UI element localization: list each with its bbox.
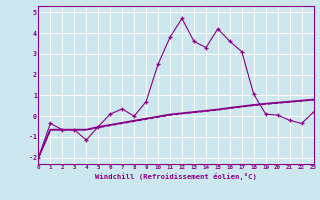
X-axis label: Windchill (Refroidissement éolien,°C): Windchill (Refroidissement éolien,°C)	[95, 173, 257, 180]
